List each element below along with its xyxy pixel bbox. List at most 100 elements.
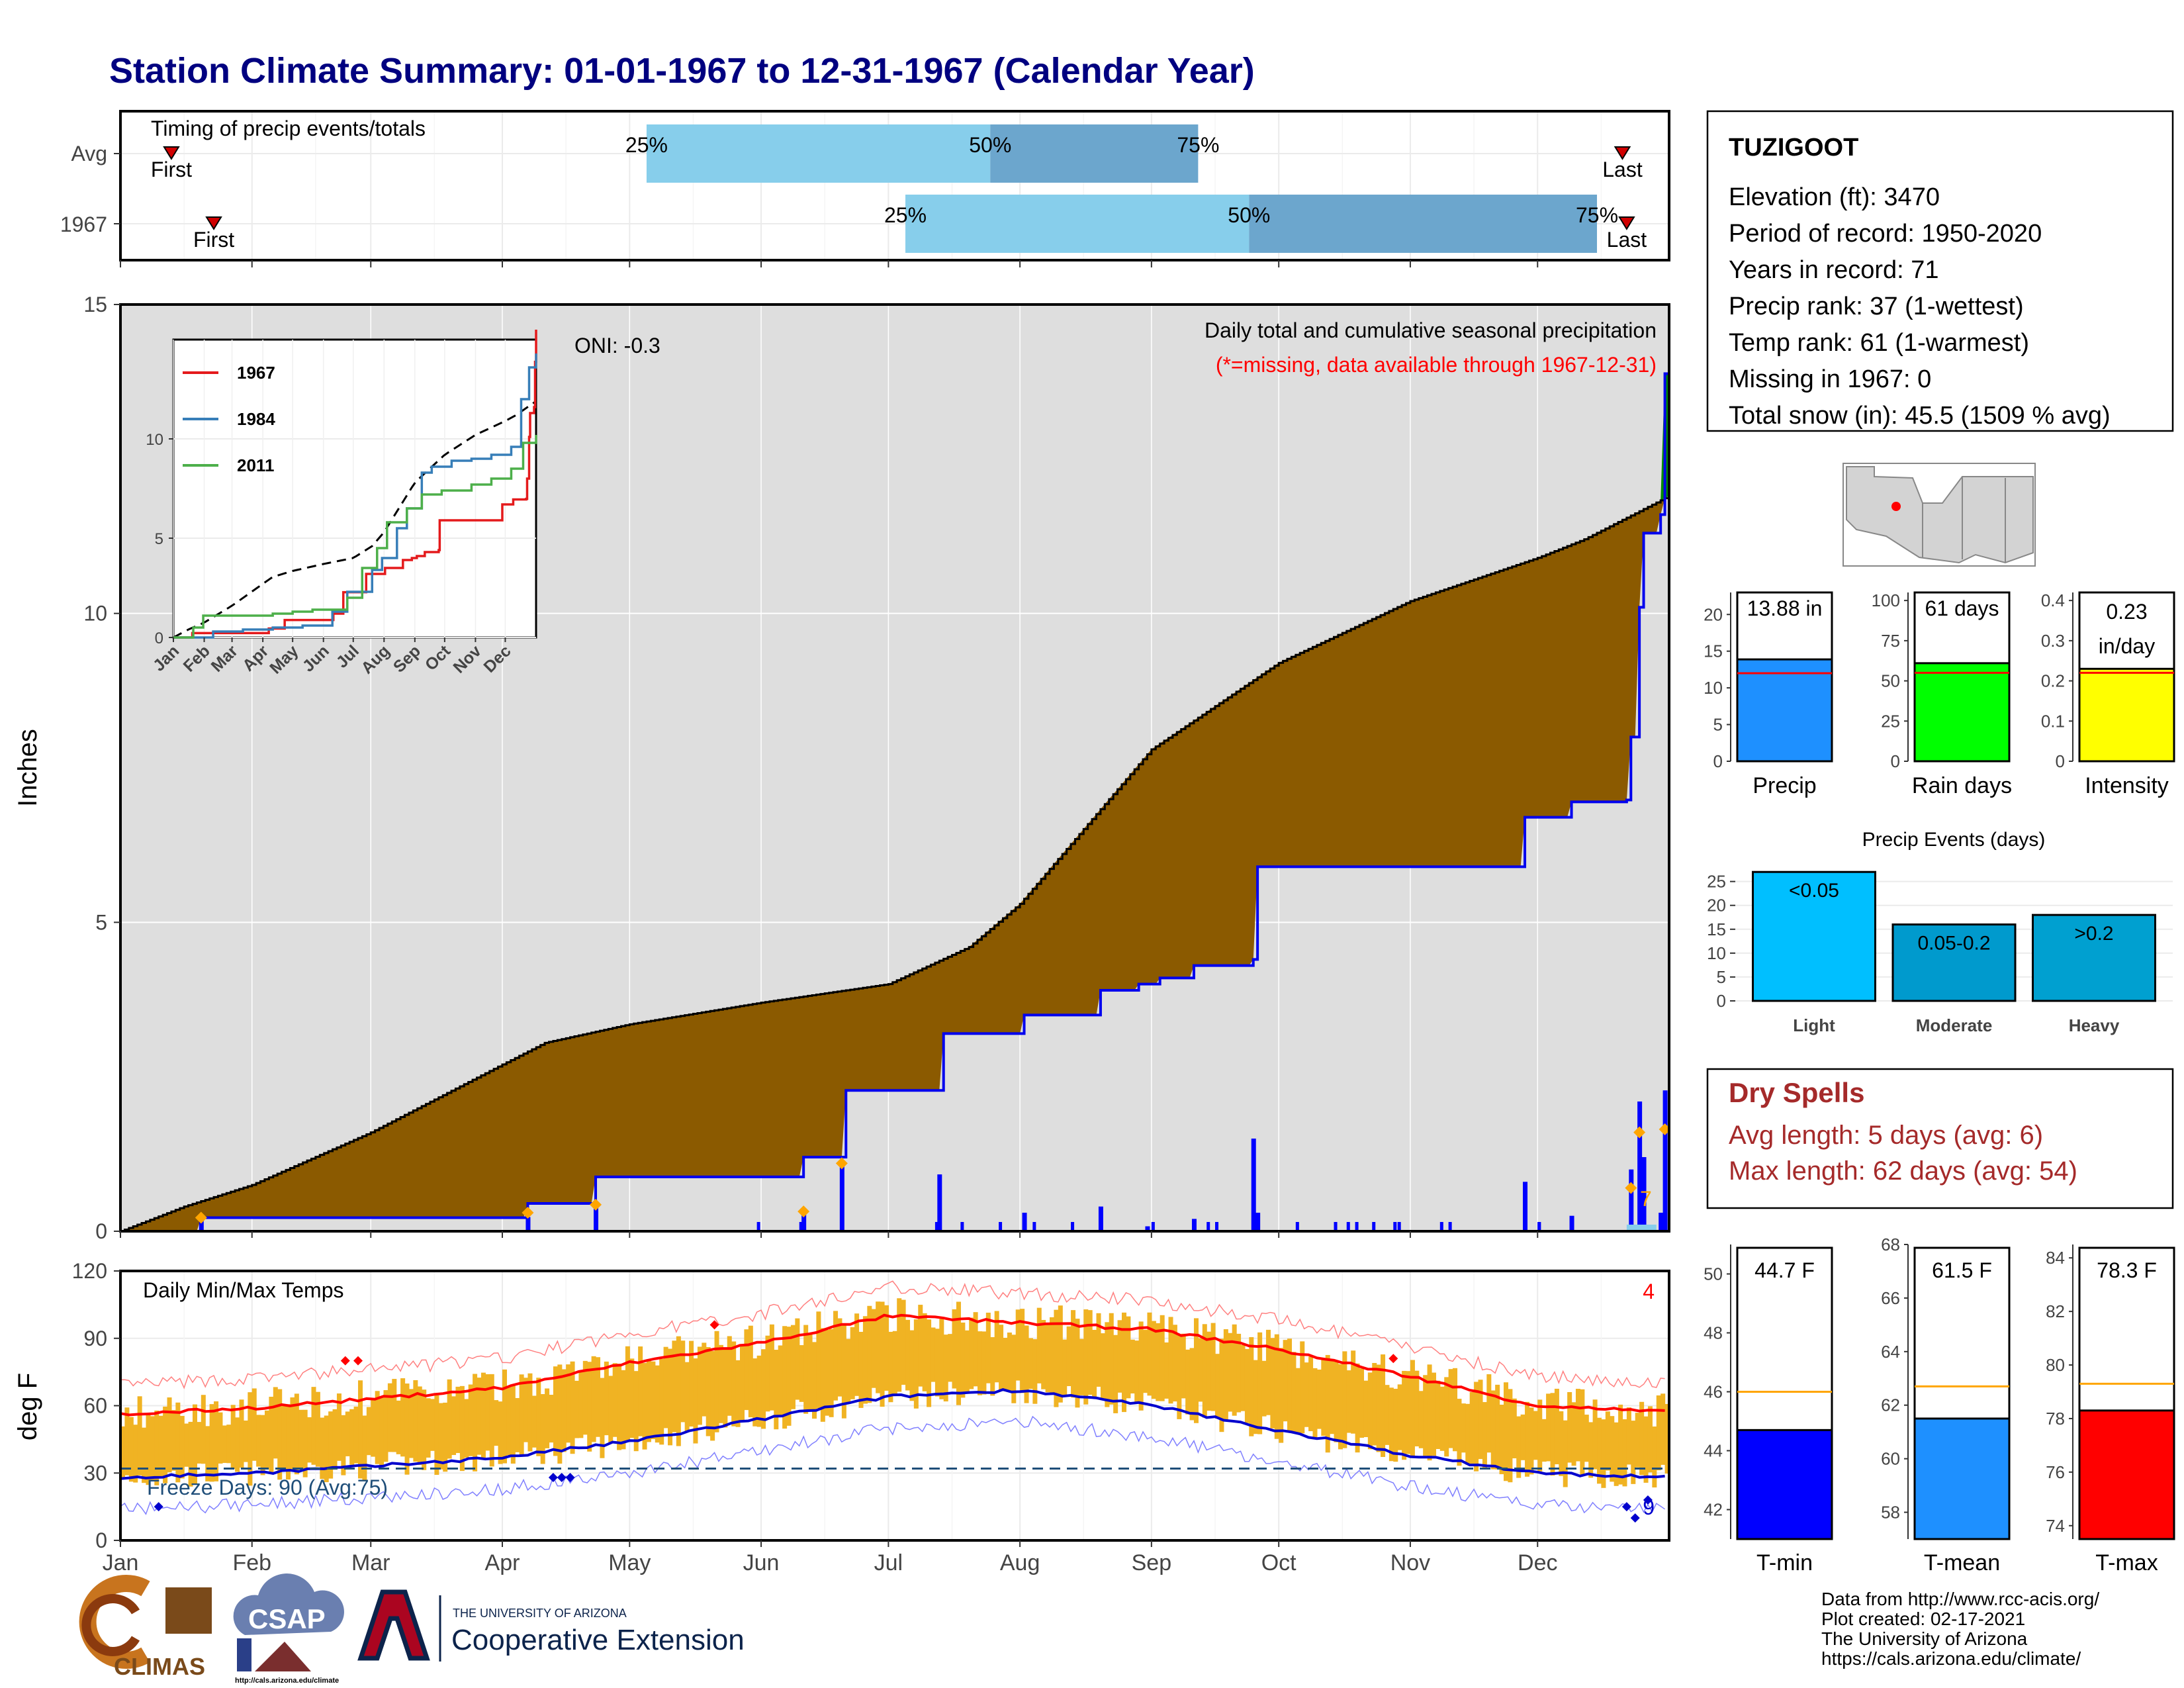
precip-y-tick-label: 10: [83, 602, 107, 626]
temp-daily-range-bar: [668, 1348, 673, 1446]
precip-average-cumulative-line: [120, 496, 1669, 1231]
temp-daily-range-bar: [939, 1319, 944, 1399]
ua-name-text: Cooperative Extension: [451, 1624, 745, 1656]
temp-daily-range-bar: [1631, 1421, 1636, 1484]
temp-summary-y-tick-label: 44: [1704, 1441, 1723, 1461]
temp-daily-range-bar: [175, 1402, 181, 1483]
temp-daily-range-bar: [1559, 1411, 1564, 1476]
temp-daily-range-bar: [1121, 1312, 1126, 1413]
temp-daily-range-bar: [927, 1319, 932, 1407]
temp-daily-range-bar: [769, 1324, 774, 1411]
events-bar-label: 0.05-0.2: [1917, 933, 1990, 955]
temp-daily-range-bar: [1584, 1415, 1589, 1462]
temp-daily-range-bar: [438, 1403, 443, 1470]
temp-daily-range-bar: [858, 1331, 864, 1408]
month-label-oct: Oct: [1261, 1550, 1297, 1575]
timing-p75-label: 75%: [1576, 203, 1618, 227]
temp-daily-range-bar: [281, 1403, 287, 1470]
temp-daily-range-bar: [328, 1411, 334, 1479]
summary-y-tick-label: 50: [1881, 671, 1900, 691]
summary-value-label: 0.23: [2106, 600, 2147, 624]
temp-daily-range-bar: [1592, 1399, 1598, 1470]
precip-events-chart: Precip Events (days) 0 5 10 15 20 25 <0.05 Ligh…: [1707, 829, 2173, 1035]
temp-daily-range-bar: [1062, 1339, 1068, 1397]
temp-daily-range-bar: [459, 1385, 465, 1472]
temp-daily-range-bar: [1193, 1318, 1199, 1423]
temp-summary-category-label: T-mean: [1924, 1550, 2000, 1575]
summary-value-label: in/day: [2099, 634, 2155, 658]
southwest-states-shape: [1846, 466, 2034, 564]
footer-line-3: The University of Arizona: [1821, 1628, 2028, 1649]
temp-daily-range-bar: [197, 1422, 202, 1464]
temp-summary-y-tick-label: 58: [1881, 1503, 1900, 1523]
temp-record-low-marker: [1643, 1495, 1653, 1505]
temp-daily-range-bar: [1537, 1399, 1543, 1472]
temp-daily-range-bar: [633, 1371, 639, 1452]
temp-daily-range-bar: [1156, 1323, 1161, 1401]
month-label-jan: Jan: [103, 1550, 139, 1575]
precip-count-label: 7: [1640, 1187, 1652, 1211]
temp-daily-range-bar: [629, 1358, 635, 1438]
temp-daily-range-bar: [680, 1340, 686, 1423]
temp-daily-range-bar: [1206, 1331, 1212, 1411]
temp-daily-range-bar: [1359, 1368, 1365, 1438]
temp-daily-range-bar: [277, 1389, 283, 1480]
precip-daily-bar-trace: [756, 1222, 760, 1231]
temp-daily-range-bar: [934, 1329, 940, 1397]
temp-daily-range-bar: [447, 1379, 452, 1459]
temp-daily-range-bar: [1007, 1333, 1012, 1391]
temp-daily-range-bar: [1474, 1382, 1479, 1472]
timing-p75-label: 75%: [1177, 133, 1219, 157]
footer-line-1: Data from http://www.rcc-acis.org/: [1821, 1589, 2099, 1609]
temp-daily-range-bar: [1160, 1315, 1165, 1401]
temp-daily-range-bar: [171, 1410, 176, 1471]
temp-daily-range-bar: [383, 1390, 388, 1462]
temp-daily-range-bar: [222, 1425, 227, 1463]
temp-daily-range-bar: [341, 1415, 346, 1476]
temp-daily-range-bar: [795, 1318, 800, 1400]
station-info-line: Precip rank: 37 (1-wettest): [1729, 293, 2024, 320]
temp-summary-panel: 42 44 46 48 50 44.7 F T-min 58 60 62 64 66 68 61.5 F T…: [1704, 1235, 2175, 1575]
precip-subtitle: (*=missing, data available through 1967-…: [1216, 353, 1657, 377]
temp-summary-y-tick-label: 50: [1704, 1264, 1723, 1284]
station-info-line: Total snow (in): 45.5 (1509 % avg): [1729, 402, 2111, 430]
temp-daily-range-bar: [1575, 1389, 1580, 1462]
temp-daily-range-bar: [1427, 1364, 1432, 1461]
temp-daily-range-bar: [1439, 1386, 1445, 1451]
precip-daily-bar: [1145, 1226, 1150, 1231]
precip-daily-bar: [525, 1217, 531, 1231]
precip-daily-bar-trace: [1334, 1222, 1338, 1231]
station-info-line: Temp rank: 61 (1-warmest): [1729, 329, 2029, 357]
temp-daily-range-bar: [1541, 1419, 1547, 1462]
temp-daily-range-bar: [1032, 1339, 1038, 1404]
temp-daily-range-bar: [807, 1333, 813, 1410]
month-label-jul: Jul: [874, 1550, 903, 1575]
temp-daily-range-bar: [786, 1327, 792, 1426]
temp-daily-range-bar: [1143, 1329, 1148, 1393]
events-bar-label: >0.2: [2074, 923, 2113, 945]
temp-daily-range-bar: [408, 1389, 414, 1458]
temp-daily-range-bar: [1028, 1338, 1033, 1389]
temp-daily-range-bar: [290, 1397, 295, 1471]
temp-summary-value-label: 44.7 F: [1754, 1258, 1815, 1282]
precip-flag-marker: [835, 1157, 848, 1170]
temp-daily-range-bar: [1381, 1354, 1386, 1457]
temp-daily-range-bar: [1516, 1416, 1522, 1478]
precip-daily-bar: [937, 1174, 942, 1231]
temp-daily-range-bar: [324, 1415, 329, 1483]
month-label-apr: Apr: [485, 1550, 520, 1575]
temp-daily-range-bar: [850, 1327, 855, 1399]
temp-daily-range-bar: [1189, 1348, 1195, 1421]
temp-daily-range-bar: [1274, 1334, 1279, 1439]
temp-record-low-marker: [548, 1473, 558, 1483]
timing-first-marker: [205, 216, 222, 230]
temp-daily-range-bar: [985, 1312, 991, 1383]
temp-daily-range-bar: [837, 1318, 842, 1397]
temp-daily-range-bar: [430, 1399, 435, 1451]
temp-daily-range-bar: [336, 1393, 341, 1461]
temp-daily-range-bar: [545, 1388, 550, 1448]
temp-daily-range-bar: [1346, 1370, 1351, 1433]
temp-daily-range-bar: [1287, 1338, 1293, 1432]
timing-first-marker: [163, 146, 180, 160]
temp-daily-range-bar: [443, 1402, 448, 1472]
